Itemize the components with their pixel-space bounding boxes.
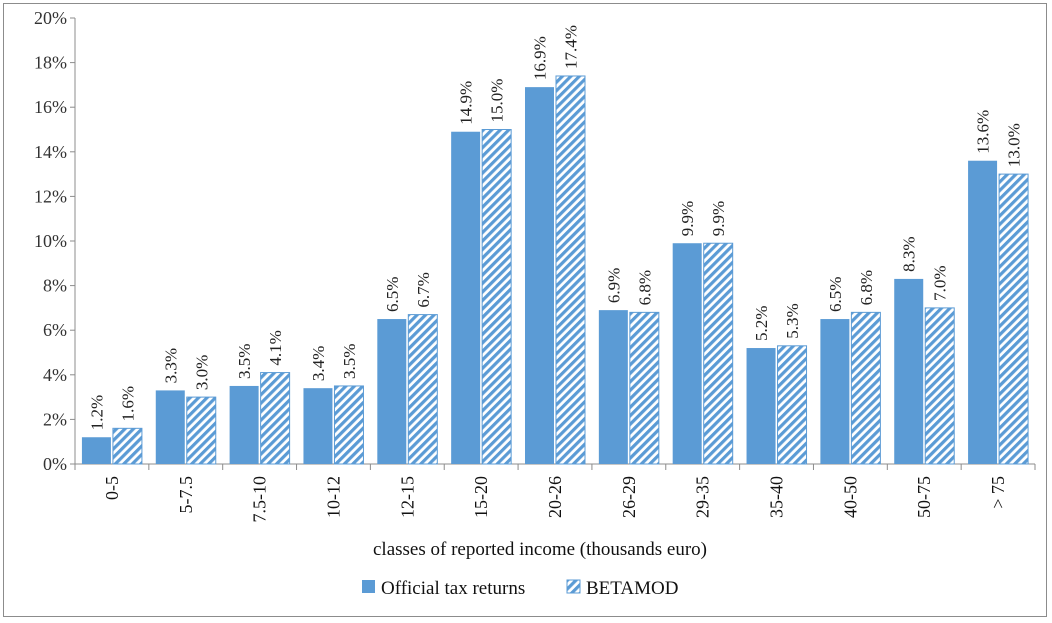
data-label-official: 14.9% — [457, 81, 476, 125]
data-label-official: 3.5% — [235, 344, 254, 379]
data-label-official: 8.3% — [900, 236, 919, 271]
bar-official — [598, 310, 628, 464]
bar-official — [820, 319, 850, 464]
legend-label-official: Official tax returns — [381, 578, 525, 599]
data-label-betamod: 6.8% — [635, 270, 654, 305]
bar-official — [525, 87, 554, 464]
y-tick-label: 6% — [43, 320, 67, 340]
bar-betamod — [333, 385, 364, 465]
x-category-label: 29-35 — [693, 476, 713, 518]
bar-official — [377, 319, 407, 464]
y-tick-label: 16% — [34, 97, 67, 117]
data-label-official: 6.5% — [826, 277, 845, 312]
x-category-label: 26-29 — [619, 476, 639, 518]
bar-official — [155, 390, 185, 464]
x-category-label: 7.5-10 — [250, 476, 270, 523]
x-category-label: 20-26 — [545, 476, 565, 518]
legend-label-betamod: BETAMOD — [586, 578, 678, 599]
y-tick-label: 20% — [34, 8, 67, 28]
bar-official — [81, 437, 111, 464]
x-category-label: 50-75 — [914, 476, 934, 518]
bar-betamod — [998, 173, 1029, 465]
x-axis-title: classes of reported income (thousands eu… — [373, 539, 707, 560]
data-label-official: 16.9% — [531, 36, 550, 80]
data-label-betamod: 3.5% — [340, 344, 359, 379]
y-tick-label: 8% — [43, 276, 67, 296]
x-category-label: 5-7.5 — [176, 476, 196, 514]
bar-betamod — [186, 396, 217, 465]
data-label-betamod: 4.1% — [266, 330, 285, 365]
bar-betamod — [407, 314, 438, 465]
bar-betamod — [481, 129, 512, 465]
legend-swatch-betamod — [566, 579, 581, 594]
y-tick-label: 18% — [34, 53, 67, 73]
bar-official — [894, 278, 924, 464]
bar-official — [303, 388, 333, 464]
data-label-betamod: 3.0% — [192, 355, 211, 390]
x-category-label: 10-12 — [323, 476, 343, 518]
y-tick-label: 4% — [43, 365, 67, 385]
data-label-betamod: 6.7% — [414, 272, 433, 307]
data-label-betamod: 13.0% — [1005, 123, 1024, 167]
data-label-betamod: 1.6% — [118, 386, 137, 421]
data-label-official: 3.3% — [161, 348, 180, 383]
data-label-official: 6.5% — [383, 277, 402, 312]
bar-betamod — [850, 311, 881, 465]
y-axis: 0% 2% 4% 6% 8% 10% 12% 14% 16% 18% 20% — [34, 8, 76, 474]
data-label-official: 9.9% — [678, 201, 697, 236]
bar-betamod — [703, 242, 734, 465]
x-category-label: 0-5 — [102, 476, 122, 500]
x-category-label: 15-20 — [471, 476, 491, 518]
bar-official — [451, 131, 481, 465]
x-category-label: 35-40 — [767, 476, 787, 518]
data-label-official: 13.6% — [974, 110, 993, 154]
data-label-betamod: 7.0% — [931, 265, 950, 300]
bar-betamod — [777, 345, 808, 465]
data-label-betamod: 15.0% — [488, 79, 507, 123]
x-axis: 0-5 5-7.5 7.5-10 10-12 12-15 15-20 20-26 26-29 2… — [74, 463, 1036, 523]
y-tick-label: 10% — [34, 231, 67, 251]
data-label-official: 3.4% — [309, 346, 328, 381]
bars — [81, 75, 1029, 465]
data-label-official: 6.9% — [604, 268, 623, 303]
x-category-label: 40-50 — [840, 476, 860, 518]
bar-official — [968, 160, 998, 464]
data-label-betamod: 17.4% — [562, 25, 581, 69]
data-label-betamod: 5.3% — [783, 303, 802, 338]
x-category-label: 12-15 — [397, 476, 417, 518]
data-label-official: 5.2% — [752, 306, 771, 341]
bar-betamod — [260, 372, 291, 465]
legend: Official tax returns BETAMOD — [362, 578, 678, 599]
bar-official — [229, 385, 259, 464]
y-tick-label: 2% — [43, 409, 67, 429]
data-label-betamod: 9.9% — [709, 201, 728, 236]
y-tick-label: 12% — [34, 186, 67, 206]
data-label-betamod: 6.8% — [857, 270, 876, 305]
bar-betamod — [924, 307, 955, 465]
bar-betamod — [112, 427, 143, 465]
bar-betamod — [629, 311, 660, 465]
data-labels: 1.2% 1.6% 3.3% 3.0% 3.5% 4.1% 3.4% 3.5% 6.5% 6.7%… — [87, 25, 1023, 430]
data-label-official: 1.2% — [87, 395, 106, 430]
y-tick-label: 14% — [34, 142, 67, 162]
bar-official — [672, 243, 702, 464]
y-tick-label: 0% — [43, 454, 67, 474]
bar-betamod — [555, 75, 586, 465]
bar-official — [746, 348, 776, 464]
x-category-label: > 75 — [988, 476, 1008, 509]
legend-swatch-official — [362, 580, 375, 593]
